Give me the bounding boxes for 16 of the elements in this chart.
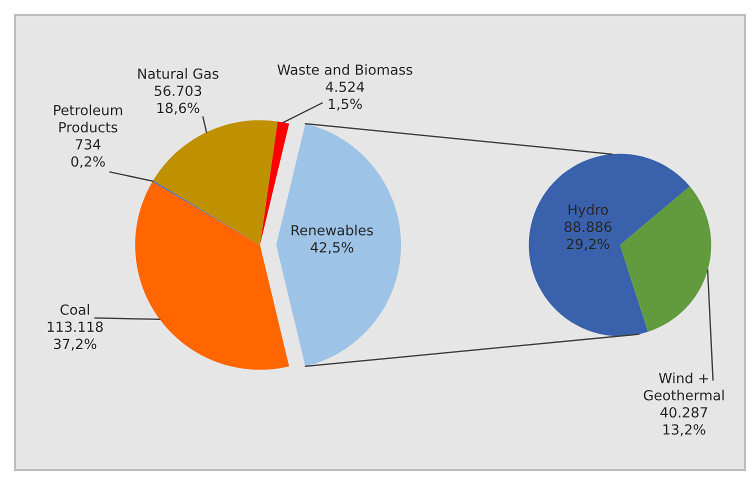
slice-label: Hydro — [568, 204, 608, 218]
slice-label: Petroleum Products — [54, 104, 122, 132]
pie-slice — [620, 186, 712, 332]
data-label: 734 0,2% — [71, 139, 105, 168]
slice-label: Wind + Geothermal — [644, 372, 724, 400]
slice-label: Waste and Biomass — [277, 64, 412, 75]
slice-label: Natural Gas — [138, 68, 218, 79]
data-label: 113.118 37,2% — [48, 322, 103, 351]
data-label: 4.524 1,5% — [326, 82, 364, 111]
data-label: 88.886 29,2% — [564, 222, 612, 251]
slice-label: Renewables — [292, 224, 373, 236]
pie-slice — [528, 154, 690, 336]
data-label: 42,5% — [310, 242, 354, 254]
data-label: 56.703 18,6% — [154, 86, 202, 115]
data-label: 40.287 13,2% — [660, 407, 708, 436]
slice-label: Coal — [60, 304, 89, 315]
